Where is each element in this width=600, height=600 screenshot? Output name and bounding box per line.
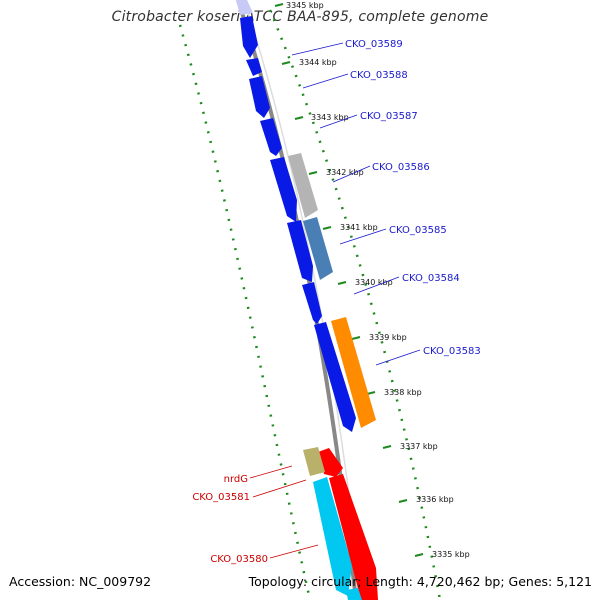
tick-label: 3335 kbp (432, 550, 470, 559)
major-tick (322, 226, 332, 230)
leader-line (375, 349, 421, 366)
leader-line (269, 544, 319, 559)
gene-feature[interactable] (240, 16, 258, 58)
accession-label: Accession: NC_009792 (9, 574, 152, 589)
gene-feature[interactable] (246, 58, 262, 76)
leader-line (353, 276, 400, 295)
leader-line (339, 228, 387, 245)
tick-label: 3341 kbp (340, 223, 378, 232)
gene-label[interactable]: CKO_03589 (345, 39, 403, 50)
gene-feature[interactable] (302, 282, 322, 324)
leader-line (319, 114, 358, 129)
gene-label[interactable]: CKO_03587 (360, 111, 418, 122)
tick-labels: 3345 kbp 3344 kbp 3343 kbp 3342 kbp 3341… (286, 1, 470, 559)
leader-line (302, 73, 349, 89)
gene-label[interactable]: CKO_03580 (210, 554, 268, 565)
major-tick (366, 391, 376, 395)
gene-label[interactable]: CKO_03585 (389, 225, 447, 236)
tick-label: 3344 kbp (299, 58, 337, 67)
tick-label: 3339 kbp (369, 333, 407, 342)
major-tick (281, 61, 291, 65)
gene-feature[interactable] (329, 474, 378, 600)
major-tick (308, 171, 318, 175)
gene-labels: CKO_03589 CKO_03588 CKO_03587 CKO_03586 … (192, 39, 480, 565)
gene-label[interactable]: CKO_03584 (402, 273, 460, 284)
genome-summary-label: Topology: circular; Length: 4,720,462 bp… (248, 574, 592, 589)
gene-feature[interactable] (331, 317, 376, 428)
gene-label[interactable]: CKO_03586 (372, 162, 430, 173)
major-tick (414, 553, 424, 557)
gene-feature[interactable] (303, 447, 325, 476)
inner-tick-ring (178, 24, 312, 600)
gene-label[interactable]: CKO_03581 (192, 492, 250, 503)
tick-label: 3342 kbp (326, 168, 364, 177)
major-tick (351, 336, 361, 340)
gene-feature[interactable] (287, 220, 313, 282)
gene-label[interactable]: CKO_03583 (423, 346, 481, 357)
major-tick (398, 499, 408, 503)
gene-feature[interactable] (249, 76, 270, 118)
major-tick (337, 281, 347, 285)
leader-line (332, 165, 371, 183)
tick-label: 3343 kbp (311, 113, 349, 122)
tick-label: 3345 kbp (286, 1, 324, 10)
outer-band-genes (288, 153, 376, 476)
gene-feature[interactable] (288, 153, 318, 218)
label-leaders (249, 42, 421, 559)
leader-line (291, 42, 344, 56)
major-tick (294, 116, 304, 120)
gene-label[interactable]: nrdG (224, 474, 248, 485)
gene-feature[interactable] (303, 217, 333, 280)
tick-label: 3340 kbp (355, 278, 393, 287)
forward-strand-genes (236, 0, 378, 600)
tick-label: 3336 kbp (416, 495, 454, 504)
leader-line (249, 465, 293, 479)
gene-feature[interactable] (346, 588, 362, 600)
gene-feature[interactable] (313, 477, 352, 596)
gene-feature[interactable] (314, 322, 356, 432)
gene-feature[interactable] (236, 0, 253, 15)
major-tick (274, 3, 284, 7)
tick-label: 3337 kbp (400, 442, 438, 451)
genome-title: Citrobacter koseri ATCC BAA-895, complet… (111, 9, 489, 25)
major-ticks (274, 3, 424, 557)
gene-feature[interactable] (270, 157, 297, 222)
gene-feature[interactable] (260, 118, 282, 156)
gene-label[interactable]: CKO_03588 (350, 70, 408, 81)
major-tick (382, 445, 392, 449)
tick-label: 3338 kbp (384, 388, 422, 397)
leader-line (252, 479, 307, 498)
